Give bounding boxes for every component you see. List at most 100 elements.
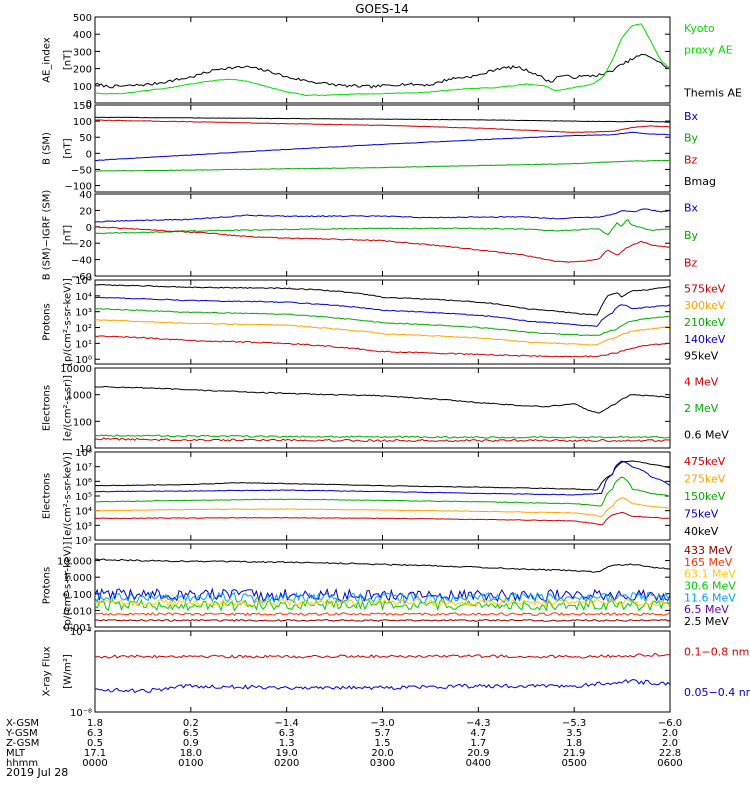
series-line	[94, 23, 671, 97]
y-tick-label: 10³	[75, 308, 92, 319]
x-row-value: −5.3	[562, 718, 586, 729]
y-axis-label: [nT]	[63, 138, 74, 158]
y-tick-label: 10²	[75, 536, 92, 547]
x-row-value: 1.3	[279, 738, 295, 749]
x-row-value: −3.0	[370, 718, 394, 729]
y-tick-label: 10000	[60, 364, 92, 375]
x-row-value: 0000	[82, 758, 107, 769]
series-line	[94, 612, 671, 616]
series-line	[94, 385, 671, 414]
y-axis-label: [p/(cm²-s-sr-keV)]	[63, 542, 74, 630]
y-tick-label: 20	[79, 206, 92, 217]
y-tick-label: 400	[73, 30, 92, 41]
legend-entry: 300keV	[684, 299, 726, 312]
series-line	[94, 598, 671, 607]
x-row-value: 21.9	[563, 748, 585, 759]
x-row-value: 1.8	[87, 718, 103, 729]
x-axis-table: X-GSM 1.8 0.2 −1.4 −3.0 −4.3 −5.3 −6.0 Y-GSM 6.3 6…	[5, 718, 683, 769]
x-row-value: −6.0	[658, 718, 682, 729]
legend-entry: 2.5 MeV	[684, 615, 729, 628]
y-tick-label: 10.000	[57, 557, 92, 568]
x-row-value: 22.8	[659, 748, 681, 759]
legend-entry: 2 MeV	[684, 402, 719, 415]
x-row-value: 1.5	[375, 738, 391, 749]
x-row-value: 0500	[561, 758, 586, 769]
y-tick-label: 10⁵	[75, 492, 92, 503]
y-tick-label: 500	[73, 13, 92, 24]
x-row-value: 3.5	[566, 728, 582, 739]
x-row-value: 0600	[657, 758, 682, 769]
series-line	[94, 678, 671, 694]
y-tick-label: 0.010	[63, 606, 92, 617]
x-row-label: hhmm	[6, 758, 38, 769]
series-line	[95, 497, 671, 517]
series-line	[94, 208, 671, 223]
legend-entry: Kyoto	[684, 22, 715, 35]
series-line	[94, 587, 671, 603]
x-row-value: 0200	[274, 758, 299, 769]
series-line	[94, 558, 671, 573]
y-tick-label: 200	[73, 65, 92, 76]
y-axis-label: [nT]	[63, 225, 74, 245]
legend-entry: 433 MeV	[684, 544, 733, 557]
chart-title: GOES-14	[355, 2, 409, 16]
y-tick-label: 10⁴	[75, 292, 92, 303]
x-row-value: 0.5	[87, 738, 103, 749]
y-axis-label: AE_index	[42, 37, 53, 83]
series-line	[95, 652, 671, 659]
legend-entry: By	[684, 132, 699, 145]
legend-entry: By	[684, 229, 699, 242]
legend-entry: 63.1 MeV	[684, 568, 736, 581]
y-tick-label: 0.001	[63, 623, 92, 634]
y-tick-label: 1.000	[63, 573, 92, 584]
x-row-label: MLT	[6, 748, 26, 759]
series-line	[94, 599, 671, 612]
panel-electrons-kev: 10² 10³ 10⁴ 10⁵ 10⁶ 10⁷ 10⁸ Electrons [e/(cm²-s-…	[42, 448, 726, 547]
y-tick-label: 300	[73, 47, 92, 58]
y-axis-label: [p/(cm²-s-sr-keV)]	[63, 278, 74, 366]
x-row-value: 0300	[370, 758, 395, 769]
y-axis-label: [W/m²]	[63, 654, 74, 689]
series-line	[94, 308, 670, 337]
series-line	[94, 434, 671, 439]
legend-entry: 0.05−0.4 nm	[684, 686, 750, 699]
legend-entry: 40keV	[684, 525, 719, 538]
legend-entry: 165 MeV	[684, 556, 733, 569]
x-row-value: 1.7	[470, 738, 486, 749]
series-line	[95, 131, 671, 161]
panel-electrons-mev: 10 100 1000 10000 Electrons [e/(cm²-s-sr)] 4 M…	[42, 364, 730, 455]
y-axis-label: B (SM)−IGRF (SM)	[42, 190, 53, 281]
y-tick-label: 100	[73, 117, 92, 128]
legend-entry: 475keV	[684, 455, 726, 468]
legend-entry: 0.6 MeV	[684, 429, 729, 442]
y-tick-label: −50	[71, 165, 92, 176]
y-tick-label: 0	[86, 223, 92, 234]
panel-frame	[94, 193, 671, 277]
series-line	[94, 335, 671, 358]
panel-ae: 0 100 200 300 400 500 AE_index [nT] Kyoto proxy A…	[42, 13, 742, 110]
y-tick-label: 10³	[75, 521, 92, 532]
series-line	[94, 116, 671, 123]
y-axis-label: Protons	[42, 567, 53, 604]
series-line	[95, 296, 671, 327]
x-row-value: 6.3	[279, 728, 295, 739]
y-tick-label: 10¹	[75, 339, 92, 350]
legend-entry: 11.6 MeV	[684, 591, 736, 604]
legend-entry: 4 MeV	[684, 375, 719, 388]
x-row-value: 1.8	[566, 738, 582, 749]
legend-entry: Bz	[684, 153, 698, 166]
panel-protons-mev: 0.001 0.010 0.100 1.000 10.000 Protons [p/(cm²…	[42, 542, 737, 634]
y-tick-label: 100	[73, 417, 92, 428]
x-row-value: 6.3	[87, 728, 103, 739]
x-row-value: 0.9	[183, 738, 199, 749]
y-tick-label: 10⁶	[75, 477, 92, 488]
x-row-value: 6.5	[183, 728, 199, 739]
x-row-label: X-GSM	[6, 718, 39, 729]
y-axis-label: [nT]	[63, 50, 74, 70]
legend-entry: 140keV	[684, 333, 726, 346]
x-row-value: 0100	[178, 758, 203, 769]
legend-entry: 95keV	[684, 350, 719, 363]
x-row-value: −4.3	[466, 718, 490, 729]
